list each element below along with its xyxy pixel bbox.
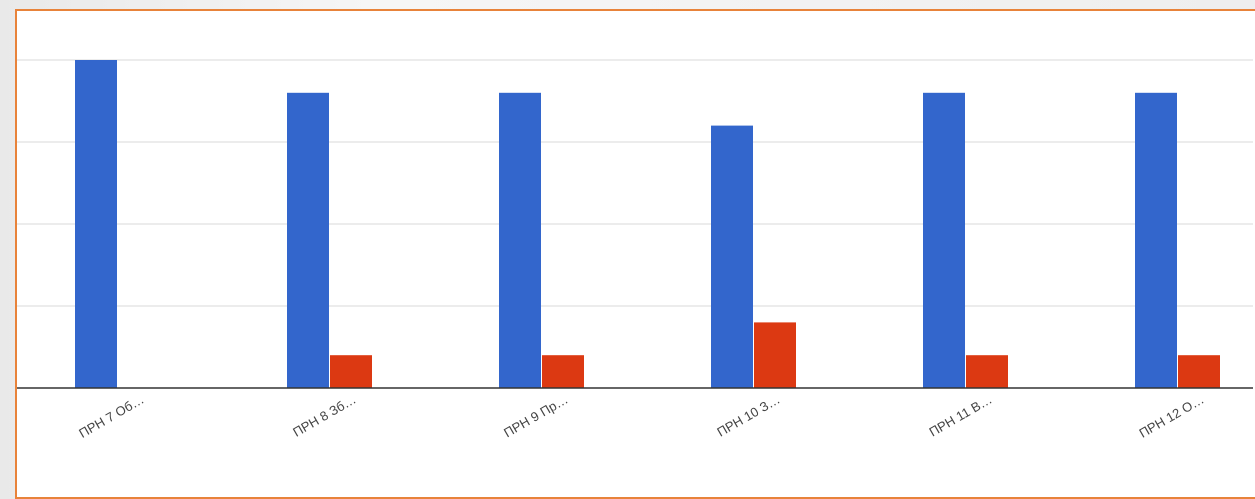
bar	[542, 355, 584, 388]
bar	[330, 355, 372, 388]
bar	[966, 355, 1008, 388]
bar	[923, 92, 965, 389]
x-tick-label: ПРН 9 Пр…	[501, 392, 570, 441]
bar	[711, 125, 753, 388]
x-tick-label: ПРН 8 Зб…	[290, 392, 358, 440]
x-tick-label: ПРН 7 Об…	[76, 392, 146, 441]
chart-frame	[15, 9, 1255, 499]
x-tick-label: ПРН 10 З…	[714, 392, 782, 440]
bar	[1135, 92, 1177, 389]
bar	[287, 92, 329, 389]
bar	[754, 322, 796, 388]
x-tick-label: ПРН 12 О…	[1136, 392, 1206, 441]
bar	[499, 92, 541, 389]
x-tick-label: ПРН 11 В…	[927, 392, 995, 440]
bar	[75, 60, 117, 388]
bar	[1178, 355, 1220, 388]
chart: ПРН 7 Об… ПРН 8 Зб… ПРН 9 Пр… ПРН 10 З… ПРН …	[17, 59, 1253, 441]
